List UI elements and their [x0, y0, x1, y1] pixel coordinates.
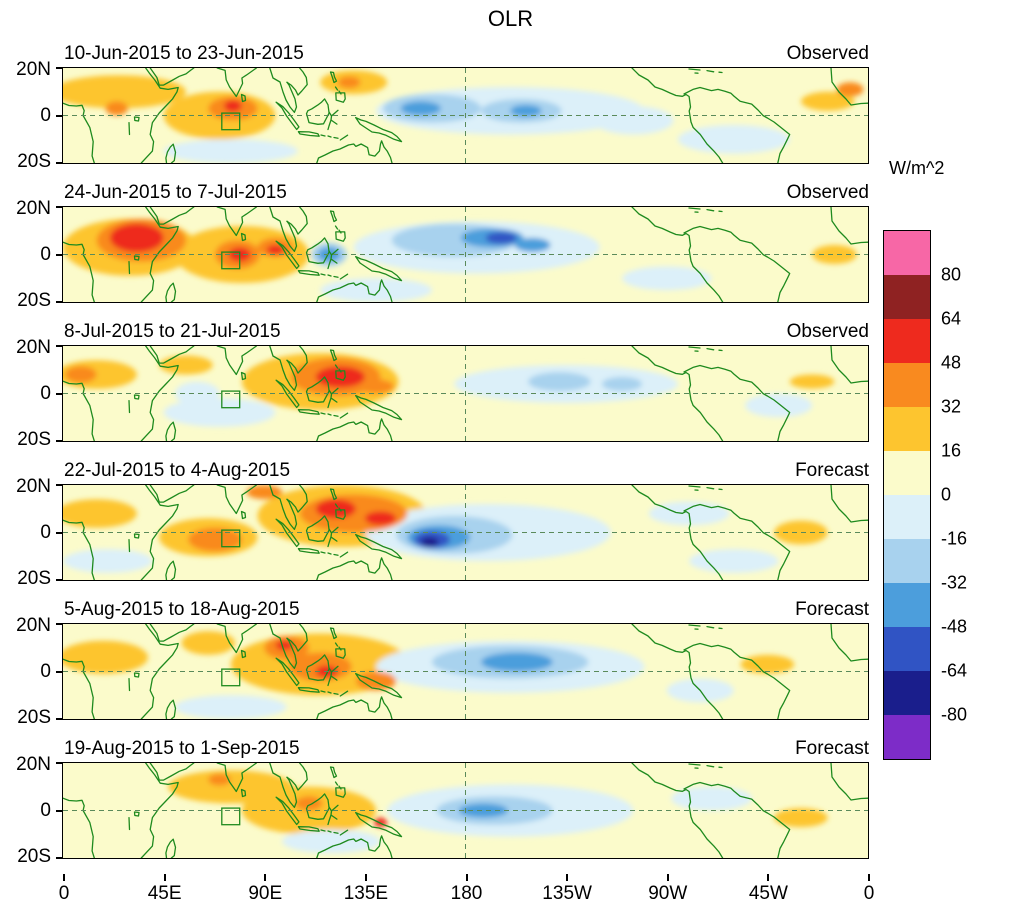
- y-tick-label: 20N: [16, 615, 51, 636]
- map-panel: [55, 484, 869, 581]
- colorbar-cell: [884, 495, 930, 539]
- y-axis-labels: 20N 0 20S: [0, 754, 62, 867]
- olr-anomaly-map: [63, 207, 868, 302]
- colorbar-ticklabels: 80 64 48 32 16 0 -16 -32 -48 -64 -80: [941, 231, 1011, 761]
- colorbar-cell: [884, 583, 930, 627]
- panel-3: 8-Jul-2015 to 21-Jul-2015 Observed 20N 0…: [0, 318, 869, 450]
- panel-4: 22-Jul-2015 to 4-Aug-2015 Forecast 20N 0…: [0, 457, 869, 589]
- colorbar-cell: [884, 319, 930, 363]
- y-tick-label: 20S: [17, 568, 51, 589]
- colorbar-cell: [884, 627, 930, 671]
- x-tick-label: 90E: [248, 883, 283, 904]
- panel-1: 10-Jun-2015 to 23-Jun-2015 Observed 20N …: [0, 40, 869, 172]
- y-tick-label: 20S: [17, 290, 51, 311]
- x-tick-label: 0: [58, 883, 70, 904]
- colorbar-tick-label: -48: [941, 616, 968, 637]
- panel-5: 5-Aug-2015 to 18-Aug-2015 Forecast 20N 0…: [0, 596, 869, 728]
- panel-source-label: Forecast: [795, 599, 869, 620]
- y-axis-labels: 20N 0 20S: [0, 59, 62, 172]
- olr-anomaly-map: [63, 485, 868, 580]
- olr-anomaly-map: [63, 346, 868, 441]
- colorbar-tick-label: 16: [941, 440, 962, 461]
- y-axis-labels: 20N 0 20S: [0, 198, 62, 311]
- panel-source-label: Observed: [786, 43, 869, 64]
- colorbar-tick-label: 64: [941, 308, 962, 329]
- colorbar-cell: [884, 451, 930, 495]
- panel-source-label: Observed: [786, 182, 869, 203]
- figure-title: OLR: [487, 6, 534, 31]
- colorbar-tick-label: -64: [941, 660, 968, 681]
- olr-anomaly-map: [63, 763, 868, 858]
- colorbar-tick-label: -80: [941, 704, 968, 725]
- map-panel: [55, 206, 869, 303]
- x-tick-label: 180: [450, 883, 483, 904]
- y-tick-label: 20S: [17, 707, 51, 728]
- x-tick-label: 135W: [542, 883, 592, 904]
- colorbar-column: W/m^2 80 64 48 32 16 0 -16 -32 -48 -64 -80: [869, 40, 1021, 906]
- x-tick-label: 45E: [147, 883, 182, 904]
- y-axis-labels: 20N 0 20S: [0, 476, 62, 589]
- colorbar-tick-label: -16: [941, 528, 968, 549]
- y-tick-label: 20S: [17, 151, 51, 172]
- y-tick-label: 0: [40, 383, 51, 404]
- panel-date-range: 5-Aug-2015 to 18-Aug-2015: [64, 599, 300, 620]
- colorbar-units-label: W/m^2: [889, 158, 945, 178]
- y-tick-label: 20S: [17, 846, 51, 867]
- panel-6: 19-Aug-2015 to 1-Sep-2015 Forecast 20N 0…: [0, 735, 869, 867]
- y-tick-label: 0: [40, 105, 51, 126]
- map-panel: [55, 762, 869, 859]
- colorbar-tick-label: 32: [941, 396, 962, 417]
- colorbar-cell: [884, 363, 930, 407]
- colorbar-cell: [884, 407, 930, 451]
- y-tick-label: 20N: [16, 476, 51, 497]
- y-axis-labels: 20N 0 20S: [0, 337, 62, 450]
- y-tick-label: 20N: [16, 59, 51, 80]
- colorbar-tick-label: 0: [941, 484, 952, 505]
- map-panel: [55, 623, 869, 720]
- y-tick-label: 20N: [16, 337, 51, 358]
- olr-anomaly-map: [63, 624, 868, 719]
- map-panel: [55, 67, 869, 164]
- colorbar-cell: [884, 275, 930, 319]
- panel-date-range: 8-Jul-2015 to 21-Jul-2015: [64, 321, 281, 342]
- y-tick-label: 20N: [16, 198, 51, 219]
- y-tick-label: 0: [40, 522, 51, 543]
- x-axis: 0 45E 90E 135E 180 135W 90W 45W 0: [59, 874, 874, 906]
- y-tick-label: 20S: [17, 429, 51, 450]
- colorbar-cell: [884, 715, 930, 759]
- colorbar-cell: [884, 231, 930, 275]
- panel-date-range: 19-Aug-2015 to 1-Sep-2015: [64, 738, 300, 759]
- colorbar-cell: [884, 539, 930, 583]
- panel-source-label: Observed: [786, 321, 869, 342]
- y-tick-label: 0: [40, 244, 51, 265]
- panel-date-range: 10-Jun-2015 to 23-Jun-2015: [64, 43, 304, 64]
- y-tick-label: 0: [40, 800, 51, 821]
- map-panel: [55, 345, 869, 442]
- panel-source-label: Forecast: [795, 460, 869, 481]
- colorbar-tick-label: 80: [941, 264, 962, 285]
- panels-column: 10-Jun-2015 to 23-Jun-2015 Observed 20N …: [0, 40, 874, 906]
- panel-date-range: 24-Jun-2015 to 7-Jul-2015: [64, 182, 287, 203]
- x-tick-label: 45W: [748, 883, 788, 904]
- y-tick-label: 0: [40, 661, 51, 682]
- panel-date-range: 22-Jul-2015 to 4-Aug-2015: [64, 460, 291, 481]
- x-tick-label: 90W: [648, 883, 688, 904]
- y-tick-label: 20N: [16, 754, 51, 775]
- x-tick-label: 135E: [343, 883, 389, 904]
- colorbar-cells: [883, 230, 931, 760]
- panel-2: 24-Jun-2015 to 7-Jul-2015 Observed 20N 0…: [0, 179, 869, 311]
- colorbar-tick-label: 48: [941, 352, 962, 373]
- olr-anomaly-map: [63, 68, 868, 163]
- colorbar-tick-label: -32: [941, 572, 968, 593]
- panel-source-label: Forecast: [795, 738, 869, 759]
- y-axis-labels: 20N 0 20S: [0, 615, 62, 728]
- colorbar-cell: [884, 671, 930, 715]
